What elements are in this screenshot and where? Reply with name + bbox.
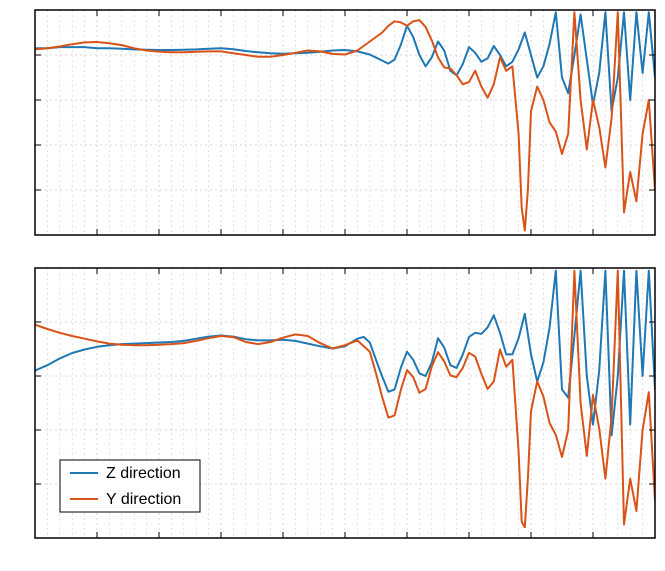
chart-canvas: Z direction Y direction xyxy=(0,0,665,571)
legend-label: Y direction xyxy=(106,491,181,508)
legend: Z direction Y direction xyxy=(60,460,200,512)
legend-label: Z direction xyxy=(106,465,181,482)
